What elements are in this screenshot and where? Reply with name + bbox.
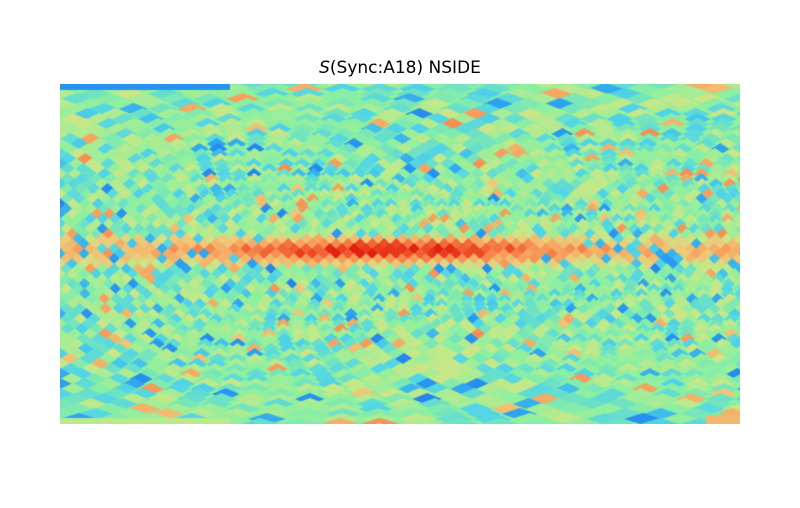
sky-map [60,84,740,424]
title-symbol: S [319,58,330,78]
title-rest: (Sync:A18) NSIDE [329,58,481,78]
map-title: S(Sync:A18) NSIDE [0,58,800,78]
sky-map-canvas [60,84,740,424]
